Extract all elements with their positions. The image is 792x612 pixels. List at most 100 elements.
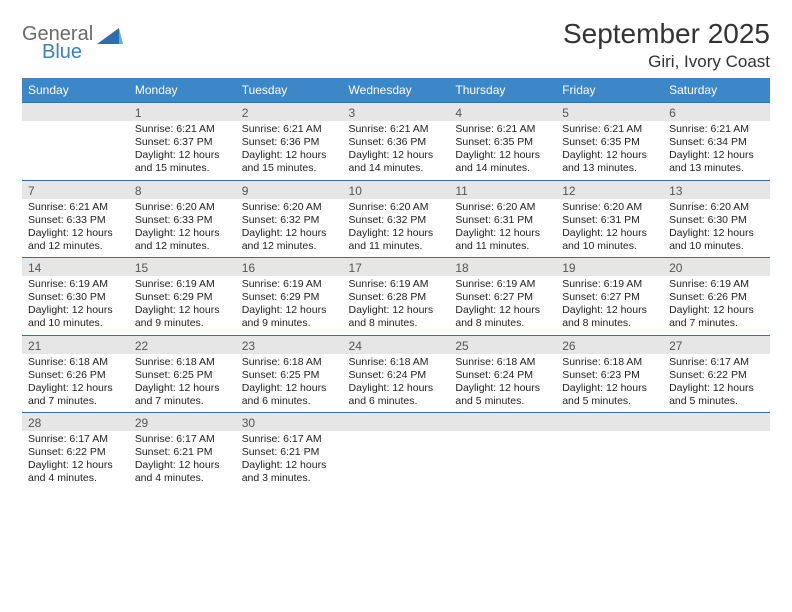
day-number: 29	[129, 413, 236, 431]
calendar-day-cell: 6Sunrise: 6:21 AMSunset: 6:34 PMDaylight…	[663, 103, 770, 181]
calendar-day-cell: 25Sunrise: 6:18 AMSunset: 6:24 PMDayligh…	[449, 335, 556, 413]
daylight-text: Daylight: 12 hours and 6 minutes.	[242, 382, 337, 408]
calendar-day-cell	[449, 413, 556, 490]
calendar-body: Sunday Monday Tuesday Wednesday Thursday…	[22, 78, 770, 490]
day-number: 16	[236, 258, 343, 276]
daylight-text: Daylight: 12 hours and 4 minutes.	[28, 459, 123, 485]
sunset-text: Sunset: 6:36 PM	[349, 136, 444, 149]
daylight-text: Daylight: 12 hours and 11 minutes.	[455, 227, 550, 253]
daylight-text: Daylight: 12 hours and 14 minutes.	[455, 149, 550, 175]
day-number: 21	[22, 336, 129, 354]
sunrise-text: Sunrise: 6:20 AM	[135, 201, 230, 214]
daylight-text: Daylight: 12 hours and 5 minutes.	[455, 382, 550, 408]
calendar-day-cell: 20Sunrise: 6:19 AMSunset: 6:26 PMDayligh…	[663, 258, 770, 336]
sunset-text: Sunset: 6:25 PM	[242, 369, 337, 382]
calendar-week-row: 28Sunrise: 6:17 AMSunset: 6:22 PMDayligh…	[22, 413, 770, 490]
daylight-text: Daylight: 12 hours and 10 minutes.	[562, 227, 657, 253]
sunset-text: Sunset: 6:31 PM	[562, 214, 657, 227]
sunrise-text: Sunrise: 6:19 AM	[135, 278, 230, 291]
daylight-text: Daylight: 12 hours and 8 minutes.	[562, 304, 657, 330]
sunset-text: Sunset: 6:21 PM	[135, 446, 230, 459]
daylight-text: Daylight: 12 hours and 5 minutes.	[669, 382, 764, 408]
calendar-day-cell: 29Sunrise: 6:17 AMSunset: 6:21 PMDayligh…	[129, 413, 236, 490]
logo-word-2: Blue	[42, 42, 93, 62]
calendar-day-cell: 12Sunrise: 6:20 AMSunset: 6:31 PMDayligh…	[556, 180, 663, 258]
page-header: General Blue September 2025 Giri, Ivory …	[22, 18, 770, 72]
day-number: 6	[663, 103, 770, 121]
daylight-text: Daylight: 12 hours and 13 minutes.	[669, 149, 764, 175]
day-details: Sunrise: 6:21 AMSunset: 6:35 PMDaylight:…	[449, 121, 556, 180]
sunset-text: Sunset: 6:22 PM	[669, 369, 764, 382]
day-details	[449, 431, 556, 487]
sunrise-text: Sunrise: 6:21 AM	[28, 201, 123, 214]
daylight-text: Daylight: 12 hours and 15 minutes.	[135, 149, 230, 175]
sunset-text: Sunset: 6:21 PM	[242, 446, 337, 459]
daylight-text: Daylight: 12 hours and 12 minutes.	[28, 227, 123, 253]
sunrise-text: Sunrise: 6:21 AM	[349, 123, 444, 136]
day-number: 3	[343, 103, 450, 121]
sunrise-text: Sunrise: 6:18 AM	[455, 356, 550, 369]
sunset-text: Sunset: 6:29 PM	[242, 291, 337, 304]
sunset-text: Sunset: 6:27 PM	[455, 291, 550, 304]
day-details: Sunrise: 6:18 AMSunset: 6:26 PMDaylight:…	[22, 354, 129, 413]
calendar-day-cell	[343, 413, 450, 490]
day-number: 1	[129, 103, 236, 121]
day-details: Sunrise: 6:18 AMSunset: 6:24 PMDaylight:…	[343, 354, 450, 413]
day-details: Sunrise: 6:19 AMSunset: 6:27 PMDaylight:…	[556, 276, 663, 335]
calendar-day-cell: 22Sunrise: 6:18 AMSunset: 6:25 PMDayligh…	[129, 335, 236, 413]
day-number: 19	[556, 258, 663, 276]
sunrise-text: Sunrise: 6:18 AM	[349, 356, 444, 369]
sunrise-text: Sunrise: 6:17 AM	[669, 356, 764, 369]
calendar-day-cell: 26Sunrise: 6:18 AMSunset: 6:23 PMDayligh…	[556, 335, 663, 413]
day-number: 23	[236, 336, 343, 354]
day-details: Sunrise: 6:19 AMSunset: 6:29 PMDaylight:…	[129, 276, 236, 335]
sunrise-text: Sunrise: 6:19 AM	[669, 278, 764, 291]
day-details: Sunrise: 6:20 AMSunset: 6:31 PMDaylight:…	[556, 199, 663, 258]
sunset-text: Sunset: 6:32 PM	[349, 214, 444, 227]
title-block: September 2025 Giri, Ivory Coast	[563, 18, 770, 72]
sunset-text: Sunset: 6:25 PM	[135, 369, 230, 382]
calendar-day-cell	[556, 413, 663, 490]
daylight-text: Daylight: 12 hours and 4 minutes.	[135, 459, 230, 485]
sunrise-text: Sunrise: 6:21 AM	[455, 123, 550, 136]
day-details: Sunrise: 6:19 AMSunset: 6:30 PMDaylight:…	[22, 276, 129, 335]
sunrise-text: Sunrise: 6:18 AM	[28, 356, 123, 369]
sunrise-text: Sunrise: 6:20 AM	[349, 201, 444, 214]
daylight-text: Daylight: 12 hours and 8 minutes.	[349, 304, 444, 330]
day-details: Sunrise: 6:21 AMSunset: 6:37 PMDaylight:…	[129, 121, 236, 180]
logo-text: General Blue	[22, 24, 93, 62]
calendar-week-row: 7Sunrise: 6:21 AMSunset: 6:33 PMDaylight…	[22, 180, 770, 258]
day-number: 13	[663, 181, 770, 199]
dow-tuesday: Tuesday	[236, 78, 343, 103]
day-details: Sunrise: 6:20 AMSunset: 6:32 PMDaylight:…	[343, 199, 450, 258]
calendar-day-cell: 17Sunrise: 6:19 AMSunset: 6:28 PMDayligh…	[343, 258, 450, 336]
sunrise-text: Sunrise: 6:19 AM	[242, 278, 337, 291]
sunrise-text: Sunrise: 6:19 AM	[562, 278, 657, 291]
daylight-text: Daylight: 12 hours and 15 minutes.	[242, 149, 337, 175]
sunrise-text: Sunrise: 6:17 AM	[242, 433, 337, 446]
day-details: Sunrise: 6:21 AMSunset: 6:36 PMDaylight:…	[343, 121, 450, 180]
day-details: Sunrise: 6:18 AMSunset: 6:25 PMDaylight:…	[236, 354, 343, 413]
dow-sunday: Sunday	[22, 78, 129, 103]
calendar-day-cell	[22, 103, 129, 181]
sunset-text: Sunset: 6:36 PM	[242, 136, 337, 149]
calendar-day-cell: 27Sunrise: 6:17 AMSunset: 6:22 PMDayligh…	[663, 335, 770, 413]
daylight-text: Daylight: 12 hours and 12 minutes.	[242, 227, 337, 253]
day-details: Sunrise: 6:17 AMSunset: 6:22 PMDaylight:…	[663, 354, 770, 413]
dow-friday: Friday	[556, 78, 663, 103]
daylight-text: Daylight: 12 hours and 7 minutes.	[28, 382, 123, 408]
sunset-text: Sunset: 6:34 PM	[669, 136, 764, 149]
brand-logo: General Blue	[22, 18, 123, 62]
calendar-day-cell: 14Sunrise: 6:19 AMSunset: 6:30 PMDayligh…	[22, 258, 129, 336]
calendar-day-cell: 3Sunrise: 6:21 AMSunset: 6:36 PMDaylight…	[343, 103, 450, 181]
daylight-text: Daylight: 12 hours and 10 minutes.	[669, 227, 764, 253]
sunset-text: Sunset: 6:26 PM	[28, 369, 123, 382]
calendar-table: Sunday Monday Tuesday Wednesday Thursday…	[22, 78, 770, 490]
day-number	[343, 413, 450, 431]
sunset-text: Sunset: 6:24 PM	[455, 369, 550, 382]
day-number: 27	[663, 336, 770, 354]
sunset-text: Sunset: 6:23 PM	[562, 369, 657, 382]
sunrise-text: Sunrise: 6:21 AM	[135, 123, 230, 136]
day-details: Sunrise: 6:17 AMSunset: 6:22 PMDaylight:…	[22, 431, 129, 490]
daylight-text: Daylight: 12 hours and 9 minutes.	[135, 304, 230, 330]
